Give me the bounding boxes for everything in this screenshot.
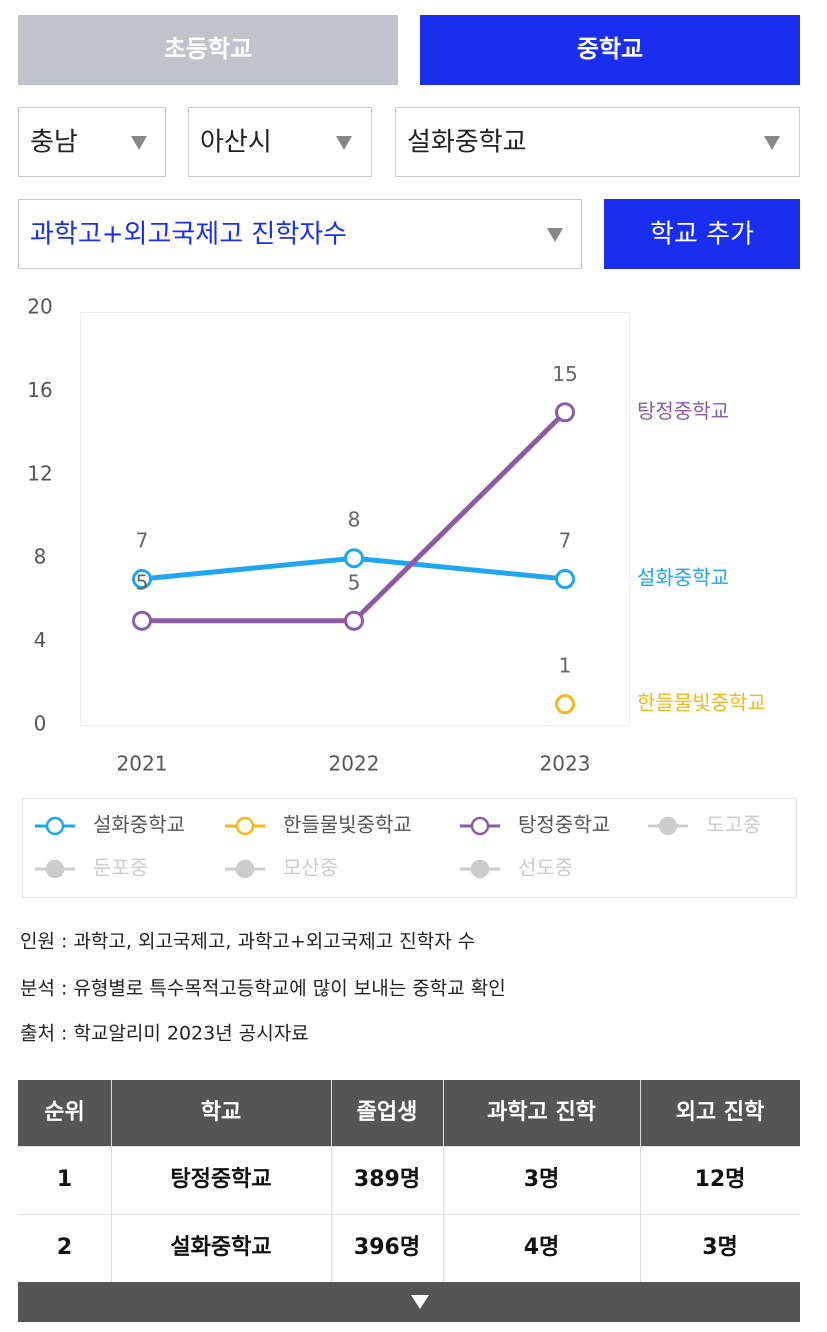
data-label: 5	[136, 570, 149, 594]
header-cell: 졸업생	[357, 1100, 418, 1125]
y-tick-label: 4	[34, 628, 47, 652]
legend-label: 둔포중	[93, 856, 148, 880]
table-cell: 396명	[354, 1235, 420, 1260]
button-label: 학교 추가	[650, 220, 754, 250]
data-label: 5	[348, 570, 361, 594]
tab-label: 초등학교	[164, 35, 252, 63]
legend-marker	[235, 816, 255, 836]
y-tick-label: 8	[34, 545, 47, 569]
tab-elementary[interactable]	[18, 15, 398, 85]
x-tick-label: 2021	[117, 752, 168, 776]
point	[555, 402, 575, 423]
select-value: 과학고+외고국제고 진학자수	[30, 220, 347, 250]
point	[132, 610, 152, 631]
series-end-label: 설화중학교	[637, 566, 729, 590]
data-label: 7	[559, 529, 572, 553]
tab-middle[interactable]	[420, 15, 800, 85]
plot-frame	[80, 312, 630, 726]
legend-marker	[470, 816, 490, 836]
table-cell: 4명	[524, 1235, 560, 1260]
table-cell: 389명	[354, 1167, 420, 1192]
legend-marker	[45, 816, 65, 836]
dropdown-arrow	[547, 228, 563, 242]
legend-box	[22, 798, 797, 898]
select-value: 아산시	[200, 128, 272, 158]
data-label: 1	[559, 654, 572, 678]
select-school[interactable]	[395, 107, 800, 177]
legend-marker	[45, 859, 65, 879]
point	[344, 548, 364, 569]
data-label: 7	[136, 529, 149, 553]
table-header	[18, 1080, 800, 1146]
table-cell: 3명	[524, 1167, 560, 1192]
data-label: 8	[348, 508, 361, 532]
y-tick-label: 20	[27, 295, 52, 319]
legend-label: 탕정중학교	[518, 813, 610, 837]
dropdown-arrow	[764, 136, 780, 150]
header-cell: 외고 진학	[676, 1100, 765, 1125]
table-cell: 설화중학교	[170, 1235, 271, 1260]
note: 출처 : 학교알리미 2023년 공시자료	[20, 1023, 309, 1045]
y-tick-label: 0	[34, 712, 47, 736]
x-tick-label: 2022	[329, 752, 380, 776]
y-tick-label: 16	[27, 378, 52, 402]
point	[555, 569, 575, 590]
legend-label: 설화중학교	[93, 813, 185, 837]
select-value: 설화중학교	[407, 128, 527, 158]
table-cell: 12명	[695, 1167, 746, 1192]
legend-label: 도고중	[706, 813, 761, 837]
x-tick-label: 2023	[540, 752, 591, 776]
legend-marker	[470, 859, 490, 879]
series-end-label: 탕정중학교	[637, 399, 729, 423]
table-cell: 2	[57, 1235, 72, 1260]
select-value: 충남	[30, 128, 78, 158]
legend-marker	[658, 816, 678, 836]
point	[132, 569, 152, 590]
tab-label: 중학교	[577, 35, 643, 63]
note: 인원 : 과학고, 외고국제고, 과학고+외고국제고 진학자 수	[20, 931, 475, 953]
expand-bar[interactable]	[18, 1282, 800, 1322]
y-tick-label: 12	[27, 461, 52, 485]
add-school-button[interactable]	[604, 199, 800, 269]
expand-arrow	[411, 1295, 429, 1309]
point	[344, 610, 364, 631]
table-cell: 1	[57, 1167, 72, 1192]
header-cell: 순위	[44, 1100, 84, 1125]
legend-label: 한들물빛중학교	[283, 813, 412, 837]
dropdown-arrow	[336, 136, 352, 150]
dropdown-arrow	[131, 136, 147, 150]
header-cell: 학교	[201, 1100, 241, 1125]
legend-label: 모산중	[283, 856, 338, 880]
legend-label: 선도중	[518, 856, 573, 880]
data-label: 15	[552, 362, 577, 386]
header-cell: 과학고 진학	[487, 1100, 596, 1125]
table-cell: 3명	[702, 1235, 738, 1260]
point	[555, 694, 575, 715]
note: 분석 : 유형별로 특수목적고등학교에 많이 보내는 중학교 확인	[20, 978, 506, 1000]
select-metric[interactable]	[18, 199, 582, 269]
series-end-label: 한들물빛중학교	[637, 691, 766, 715]
legend-marker	[235, 859, 255, 879]
table-cell: 탕정중학교	[170, 1167, 271, 1192]
